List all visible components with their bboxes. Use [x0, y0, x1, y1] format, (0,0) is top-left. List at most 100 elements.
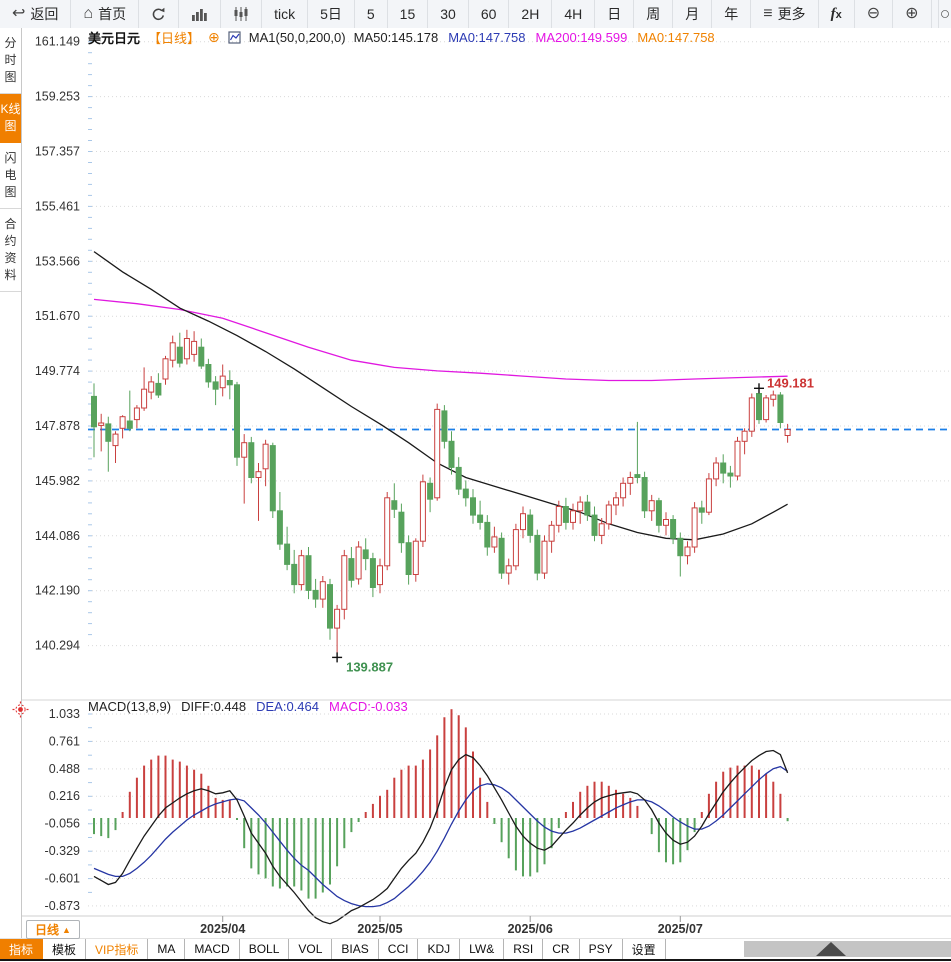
candle-body [298, 555, 305, 586]
period-label: 【日线】 [148, 31, 201, 46]
candle-body [291, 563, 298, 586]
candle-body [255, 471, 262, 479]
toolbar-button-label: 首页 [98, 6, 127, 22]
toolbar-button-15m[interactable]: 15 [388, 0, 429, 28]
sidebar-item-contract-info[interactable]: 合约资料 [0, 209, 21, 292]
volume-chart-icon [233, 7, 249, 21]
candle-body [520, 513, 526, 531]
period-selector-button[interactable]: 日线 ▲ [26, 920, 80, 939]
sidebar-item-kline-chart[interactable]: K线图 [0, 94, 21, 143]
candle-body [448, 440, 455, 468]
ma-value-2: MA200:149.599 [535, 30, 628, 45]
toolbar-button-4h[interactable]: 4H [552, 0, 596, 28]
toolbar-button-yearly[interactable]: 年 [712, 0, 752, 28]
tab-psy[interactable]: PSY [580, 939, 623, 959]
tab-cr[interactable]: CR [543, 939, 580, 959]
ma-value-3: MA0:147.758 [637, 30, 715, 45]
candle-body [512, 529, 519, 567]
toolbar-button-zoom-in[interactable]: ⊕ [893, 0, 932, 28]
chart-canvas[interactable]: 161.149 159.253 157.357 155.461 153.566 151.6… [22, 28, 951, 938]
candle-body [763, 397, 770, 421]
candle-body [698, 507, 705, 513]
tab-rsi[interactable]: RSI [504, 939, 544, 959]
price-axis-label: 140.294 [35, 639, 80, 653]
macd-axis-minor-ticks [88, 713, 92, 893]
toolbar-button-home[interactable]: ⌂ 首页 [71, 0, 140, 28]
toolbar-button-daily[interactable]: 日 [595, 0, 635, 28]
candle-body [555, 506, 562, 526]
toolbar-button-tick[interactable]: tick [262, 0, 309, 28]
toolbar-button-more[interactable]: ≡ 更多 [751, 0, 819, 28]
tab-kdj[interactable]: KDJ [418, 939, 461, 959]
shape-tool-partial-icon[interactable] [938, 0, 951, 28]
tab-indicators[interactable]: 指标 [0, 939, 44, 959]
candle-body [727, 472, 734, 477]
candle-body [620, 482, 627, 499]
toolbar-button-5d[interactable]: 5日 [308, 0, 355, 28]
horizontal-scrollbar[interactable] [744, 941, 951, 957]
toolbar-button-zoom-out[interactable]: ⊖ [855, 0, 894, 28]
candle-body [684, 546, 691, 557]
ma-indicator-icon[interactable] [228, 31, 241, 44]
candle-body [527, 514, 534, 536]
scrollbar-thumb[interactable] [816, 942, 846, 956]
tab-bias[interactable]: BIAS [332, 939, 379, 959]
macd-axis-label: -0.056 [45, 817, 80, 831]
price-axis-label: 151.670 [35, 309, 80, 323]
diff-line [93, 749, 789, 925]
toolbar-button-5m[interactable]: 5 [355, 0, 388, 28]
candle-body [334, 608, 341, 629]
bar-chart-icon [191, 7, 208, 21]
sidebar-item-time-chart[interactable]: 分时图 [0, 28, 21, 94]
tab-settings[interactable]: 设置 [623, 939, 666, 959]
toolbar-button-formula[interactable]: fx [819, 0, 855, 28]
tab-boll[interactable]: BOLL [240, 939, 290, 959]
home-icon: ⌂ [83, 5, 94, 22]
candle-body [198, 346, 205, 367]
x-axis-month-label: 2025/07 [658, 922, 703, 936]
indicator-settings-icon[interactable] [12, 701, 29, 723]
toolbar-button-label: 年 [724, 6, 739, 22]
tab-vol[interactable]: VOL [289, 939, 333, 959]
candle-body [241, 442, 248, 458]
candle-body [205, 364, 212, 383]
tab-cci[interactable]: CCI [379, 939, 419, 959]
macd-histogram [93, 709, 789, 899]
candle-body [777, 394, 784, 423]
toolbar-button-60m[interactable]: 60 [469, 0, 510, 28]
macd-header: MACD(13,8,9) DIFF:0.448 DEA:0.464 MACD:-0.… [88, 699, 408, 715]
candle-body [119, 416, 126, 429]
tab-vip-indicators[interactable]: VIP指标 [86, 939, 149, 959]
price-axis-label: 144.086 [35, 529, 80, 543]
tab-templates[interactable]: 模板 [43, 939, 87, 959]
macd-value-1: DEA:0.464 [256, 699, 319, 714]
candle-body [377, 565, 383, 586]
candle-body [427, 482, 434, 500]
toolbar-button-back[interactable]: ↩ 返回 [0, 0, 72, 28]
candle-body [405, 542, 412, 576]
sidebar-item-lightning-chart[interactable]: 闪电图 [0, 143, 21, 209]
chevron-up-icon: ▲ [62, 924, 71, 935]
tab-lw[interactable]: LW& [460, 939, 505, 959]
toolbar-button-30m[interactable]: 30 [428, 0, 469, 28]
price-axis-label: 153.566 [35, 254, 80, 268]
candle-body [598, 523, 605, 536]
toolbar-button-monthly[interactable]: 月 [673, 0, 713, 28]
tab-macd[interactable]: MACD [185, 939, 240, 959]
add-favorite-icon[interactable]: ⊕ [208, 29, 220, 45]
toolbar-button-volume-chart[interactable] [221, 0, 263, 28]
toolbar-button-2h[interactable]: 2H [509, 0, 553, 28]
toolbar-button-label: 5日 [320, 6, 342, 22]
toolbar-button-bar-chart[interactable] [179, 0, 222, 28]
macd-axis-label: 1.033 [49, 707, 80, 721]
candle-body [276, 510, 283, 545]
candle-body [112, 433, 119, 447]
ma200-line [93, 298, 788, 382]
toolbar-button-weekly[interactable]: 周 [634, 0, 674, 28]
candle-body [391, 500, 398, 510]
toolbar-button-refresh[interactable] [139, 0, 180, 28]
candle-body [91, 395, 97, 428]
tab-ma[interactable]: MA [148, 939, 186, 959]
candle-body [613, 497, 619, 506]
candle-body [284, 543, 291, 565]
